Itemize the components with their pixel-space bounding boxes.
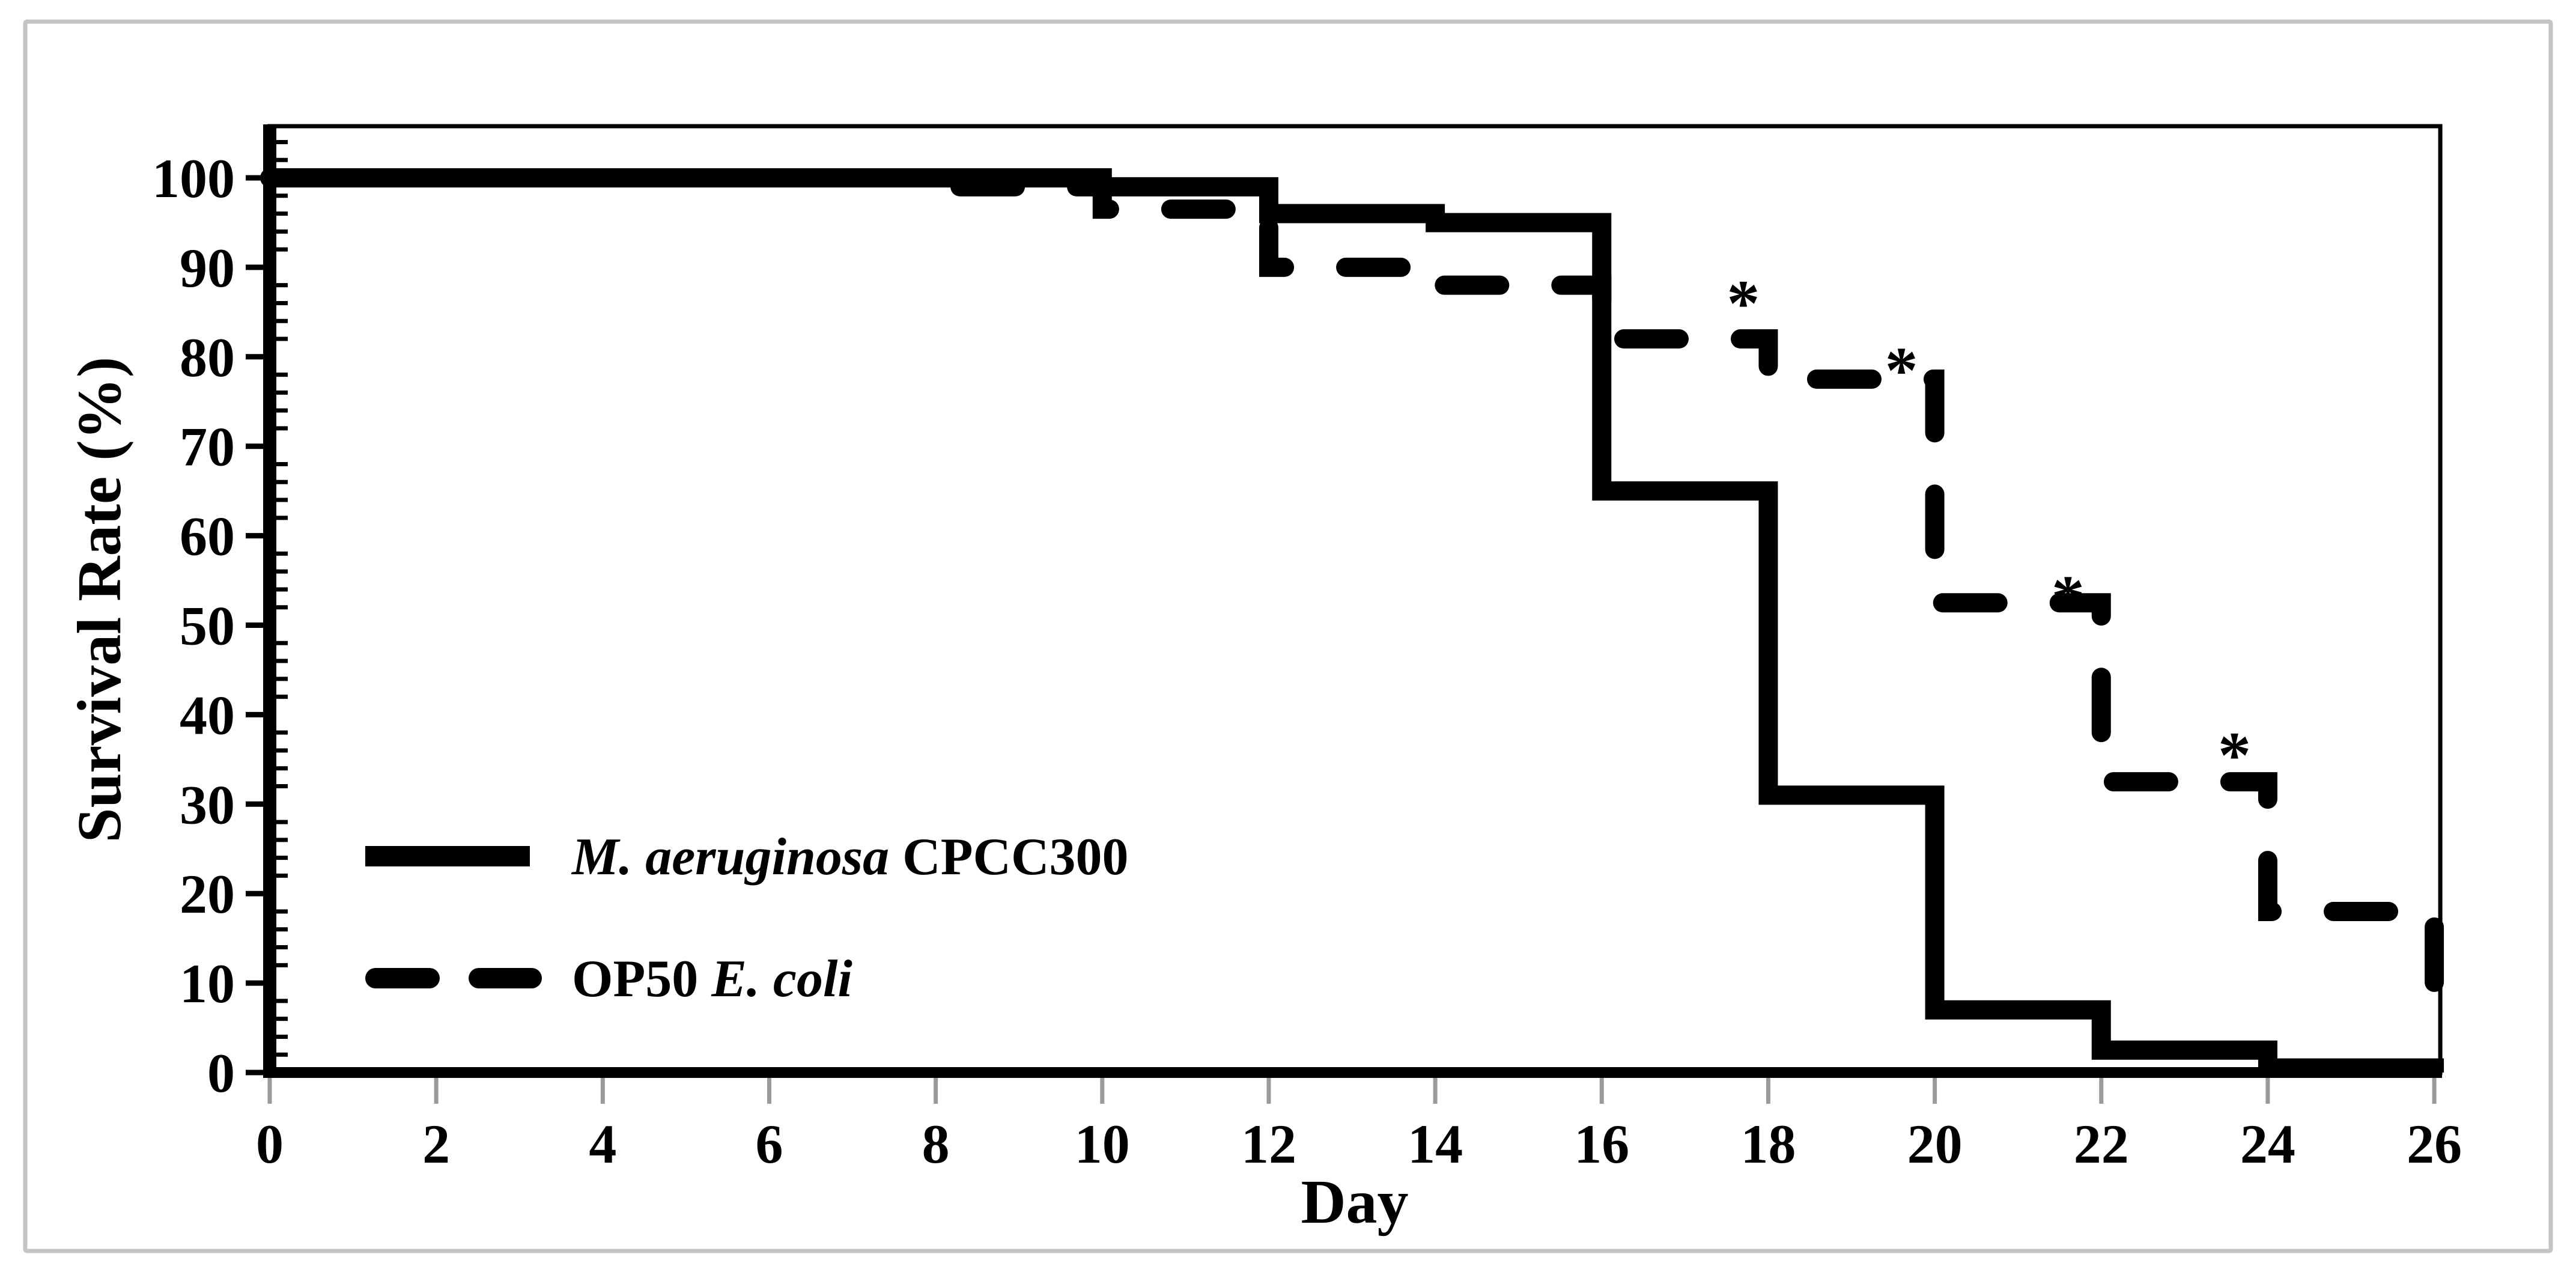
y-tick-label: 50 <box>180 595 235 657</box>
y-tick-label: 80 <box>180 327 235 388</box>
x-tick-label: 8 <box>922 1113 950 1175</box>
x-tick-label: 18 <box>1740 1113 1796 1175</box>
significance-annotations: * * * * <box>1727 267 2251 792</box>
y-axis-ticks: 0 10 20 30 40 50 60 70 80 90 100 <box>152 139 288 1104</box>
x-tick-label: 22 <box>2074 1113 2129 1175</box>
y-tick-label: 100 <box>152 148 235 209</box>
x-tick-label: 6 <box>755 1113 783 1175</box>
y-tick-label: 90 <box>180 237 235 299</box>
series-line-solid <box>270 168 2444 1078</box>
y-tick-label: 70 <box>180 416 235 478</box>
x-tick-label: 14 <box>1408 1113 1463 1175</box>
y-axis-title: Survival Rate (%) <box>65 357 134 843</box>
y-tick-label: 0 <box>207 1042 235 1104</box>
x-tick-label: 20 <box>1907 1113 1963 1175</box>
x-tick-label: 12 <box>1241 1113 1296 1175</box>
y-tick-label: 60 <box>180 506 235 567</box>
legend-label: OP50 E. coli <box>572 950 852 1008</box>
x-tick-label: 26 <box>2407 1113 2462 1175</box>
figure-border <box>23 19 2553 1253</box>
x-tick-label: 4 <box>589 1113 616 1175</box>
x-tick-label: 0 <box>256 1113 284 1175</box>
x-tick-label: 2 <box>422 1113 450 1175</box>
y-tick-label: 20 <box>180 863 235 925</box>
asterisk-annotation: * <box>1727 267 1760 340</box>
y-tick-label: 10 <box>180 953 235 1014</box>
legend: M. aeruginosa CPCC300 OP50 E. coli <box>365 828 1129 1008</box>
data-series <box>260 168 2444 1078</box>
asterisk-annotation: * <box>2052 562 2085 635</box>
asterisk-annotation: * <box>1885 333 1918 407</box>
y-tick-label: 40 <box>180 684 235 746</box>
x-tick-label: 16 <box>1574 1113 1629 1175</box>
asterisk-annotation: * <box>2218 719 2251 792</box>
legend-label: M. aeruginosa CPCC300 <box>571 828 1129 886</box>
x-axis-title: Day <box>1301 1167 1408 1237</box>
x-tick-label: 10 <box>1075 1113 1130 1175</box>
x-axis-ticks: 0 2 4 6 8 10 12 14 16 18 20 22 24 26 <box>256 1078 2462 1175</box>
x-tick-label: 24 <box>2240 1113 2295 1175</box>
y-tick-label: 30 <box>180 774 235 835</box>
